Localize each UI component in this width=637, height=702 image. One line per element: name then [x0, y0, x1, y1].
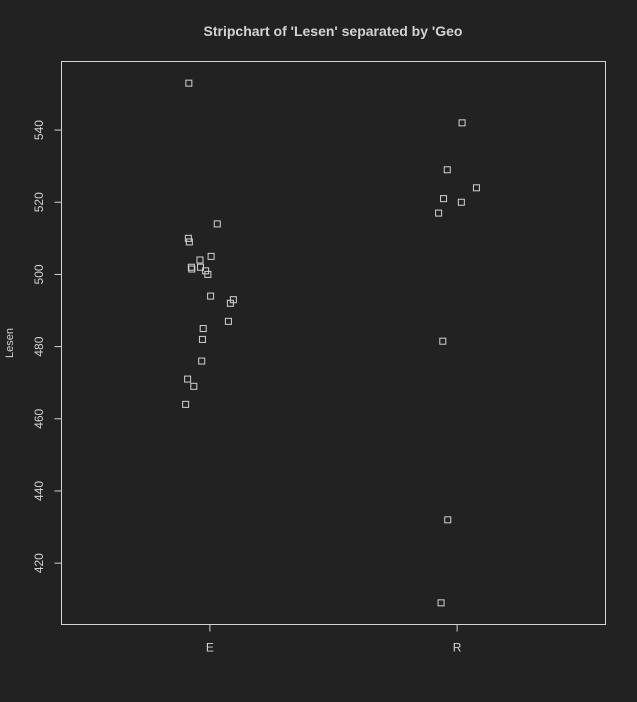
- data-point: [182, 400, 190, 408]
- y-tick-label: 520: [32, 192, 46, 212]
- data-point: [196, 263, 204, 271]
- y-tick-label: 540: [32, 120, 46, 140]
- data-point: [196, 256, 204, 264]
- x-tick-label: R: [453, 641, 462, 655]
- data-point: [435, 209, 443, 217]
- data-point: [437, 599, 445, 607]
- data-point: [472, 184, 480, 192]
- data-point: [184, 375, 192, 383]
- data-point: [443, 166, 451, 174]
- data-point: [204, 270, 212, 278]
- y-axis: 420 440 460 480 500 520 540: [32, 120, 62, 573]
- y-axis-label: Lesen: [4, 328, 16, 358]
- data-points: [182, 79, 480, 607]
- data-point: [188, 265, 196, 273]
- data-point: [444, 516, 452, 524]
- data-point: [226, 299, 234, 307]
- data-point: [224, 317, 232, 325]
- x-tick-label: E: [206, 641, 214, 655]
- data-point: [440, 195, 448, 203]
- data-point: [198, 335, 206, 343]
- data-point: [202, 267, 210, 275]
- chart-title: Stripchart of 'Lesen' separated by 'Geo: [204, 23, 463, 39]
- y-tick-label: 440: [32, 481, 46, 501]
- data-point: [458, 119, 466, 127]
- data-point: [184, 234, 192, 242]
- data-point: [190, 382, 198, 390]
- data-point: [207, 292, 215, 300]
- y-tick-label: 460: [32, 408, 46, 428]
- plot-frame: [61, 61, 606, 625]
- data-point: [213, 220, 221, 228]
- y-tick-label: 480: [32, 336, 46, 356]
- y-tick-label: 420: [32, 553, 46, 573]
- data-point: [185, 79, 193, 87]
- data-point: [207, 252, 215, 260]
- data-point: [185, 238, 193, 246]
- y-tick-label: 500: [32, 264, 46, 284]
- data-point: [439, 337, 447, 345]
- data-point: [199, 325, 207, 333]
- data-point: [457, 198, 465, 206]
- data-point: [198, 357, 206, 365]
